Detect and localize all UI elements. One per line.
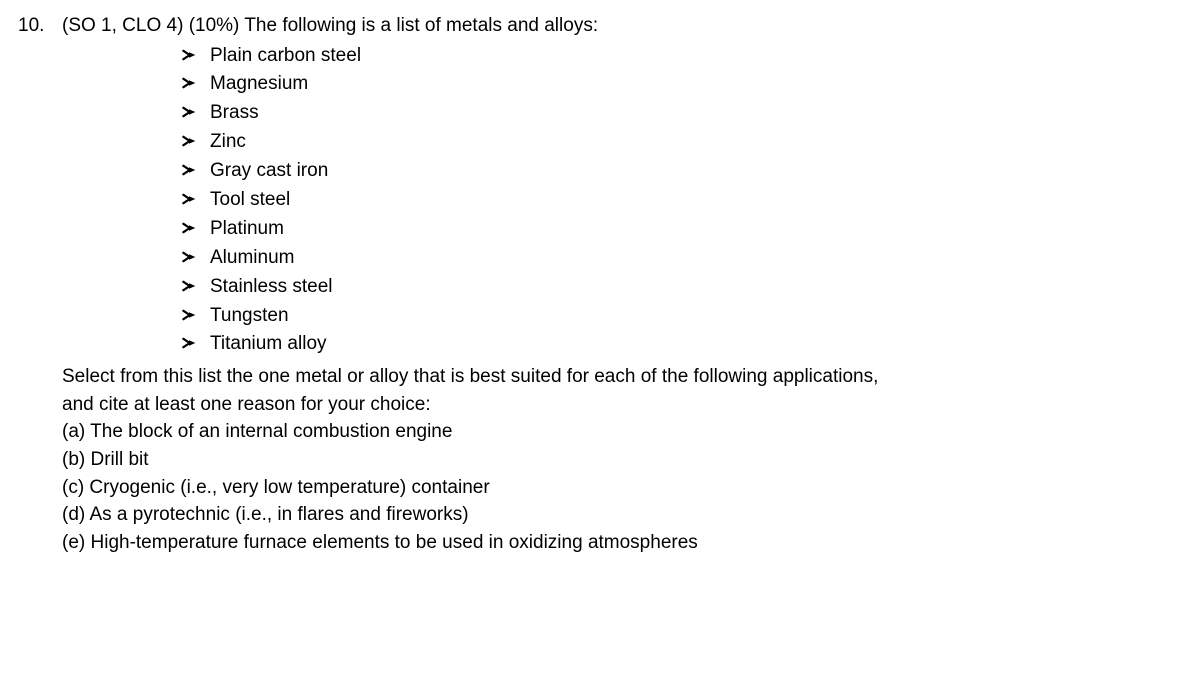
bullet-arrow-icon [182, 42, 210, 71]
list-item: Magnesium [182, 70, 1186, 99]
bullet-arrow-icon [182, 302, 210, 331]
bullet-arrow-icon [182, 244, 210, 273]
list-item-label: Gray cast iron [210, 157, 328, 186]
list-item-label: Tool steel [210, 186, 290, 215]
question-part: (e) High-temperature furnace elements to… [62, 529, 1186, 557]
list-item-label: Zinc [210, 128, 246, 157]
question-number: 10. [18, 12, 62, 40]
question-body: (SO 1, CLO 4) (10%) The following is a l… [62, 12, 1186, 556]
question-part: (c) Cryogenic (i.e., very low temperatur… [62, 474, 1186, 502]
list-item: Aluminum [182, 244, 1186, 273]
question-row: 10. (SO 1, CLO 4) (10%) The following is… [18, 12, 1186, 556]
list-item: Stainless steel [182, 273, 1186, 302]
question-stem: (SO 1, CLO 4) (10%) The following is a l… [62, 12, 1186, 40]
bullet-arrow-icon [182, 99, 210, 128]
bullet-list: Plain carbon steel Magnesium Brass Zinc … [182, 42, 1186, 360]
question-part: (a) The block of an internal combustion … [62, 418, 1186, 446]
question-block: 10. (SO 1, CLO 4) (10%) The following is… [0, 0, 1186, 556]
list-item-label: Magnesium [210, 70, 308, 99]
bullet-arrow-icon [182, 186, 210, 215]
list-item: Platinum [182, 215, 1186, 244]
instruction-line: and cite at least one reason for your ch… [62, 391, 1186, 419]
list-item: Plain carbon steel [182, 42, 1186, 71]
list-item: Zinc [182, 128, 1186, 157]
list-item: Gray cast iron [182, 157, 1186, 186]
list-item-label: Platinum [210, 215, 284, 244]
list-item: Brass [182, 99, 1186, 128]
bullet-arrow-icon [182, 330, 210, 359]
list-item-label: Aluminum [210, 244, 294, 273]
bullet-arrow-icon [182, 128, 210, 157]
list-item-label: Plain carbon steel [210, 42, 361, 71]
bullet-arrow-icon [182, 70, 210, 99]
list-item: Tool steel [182, 186, 1186, 215]
bullet-arrow-icon [182, 157, 210, 186]
list-item-label: Brass [210, 99, 259, 128]
question-part: (b) Drill bit [62, 446, 1186, 474]
instruction-line: Select from this list the one metal or a… [62, 363, 1186, 391]
question-part: (d) As a pyrotechnic (i.e., in flares an… [62, 501, 1186, 529]
list-item-label: Stainless steel [210, 273, 333, 302]
list-item-label: Tungsten [210, 302, 289, 331]
list-item: Titanium alloy [182, 330, 1186, 359]
bullet-arrow-icon [182, 273, 210, 302]
bullet-arrow-icon [182, 215, 210, 244]
list-item: Tungsten [182, 302, 1186, 331]
list-item-label: Titanium alloy [210, 330, 327, 359]
